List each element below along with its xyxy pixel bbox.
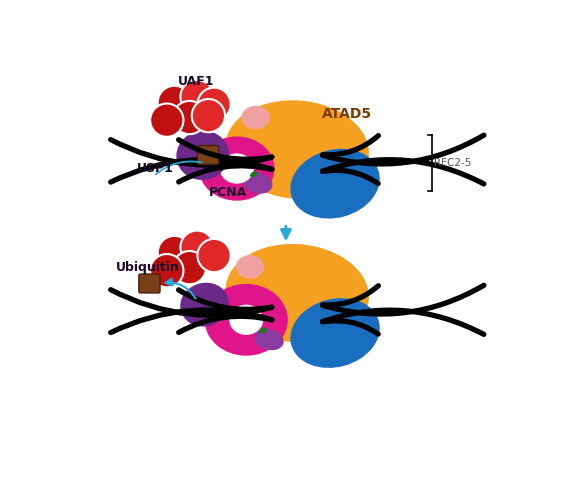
Ellipse shape (199, 136, 274, 201)
Circle shape (180, 231, 213, 264)
Ellipse shape (241, 106, 270, 129)
Text: ATAD5: ATAD5 (322, 107, 372, 120)
Circle shape (180, 80, 213, 113)
Ellipse shape (254, 328, 284, 350)
Ellipse shape (205, 284, 288, 355)
Circle shape (192, 99, 225, 132)
FancyBboxPatch shape (197, 145, 219, 164)
Circle shape (197, 88, 231, 121)
Circle shape (158, 86, 191, 119)
Circle shape (197, 239, 231, 272)
Text: PCNA: PCNA (208, 186, 246, 199)
Ellipse shape (242, 172, 273, 194)
Circle shape (158, 236, 191, 269)
Ellipse shape (259, 327, 267, 333)
Circle shape (173, 251, 206, 284)
Text: Ubiquitin: Ubiquitin (116, 261, 180, 273)
Ellipse shape (250, 171, 258, 177)
Circle shape (150, 254, 183, 287)
Text: USP1: USP1 (136, 163, 173, 175)
Ellipse shape (236, 255, 264, 278)
Circle shape (173, 101, 206, 134)
Text: RFC2-5: RFC2-5 (434, 158, 472, 168)
FancyBboxPatch shape (139, 274, 160, 293)
Ellipse shape (229, 304, 263, 335)
Ellipse shape (226, 244, 369, 343)
Text: UAF1: UAF1 (178, 76, 215, 88)
Ellipse shape (226, 100, 369, 199)
Ellipse shape (291, 149, 380, 218)
Ellipse shape (176, 131, 229, 180)
Ellipse shape (180, 283, 229, 327)
Ellipse shape (220, 154, 254, 184)
Ellipse shape (291, 298, 380, 368)
Circle shape (150, 104, 183, 137)
